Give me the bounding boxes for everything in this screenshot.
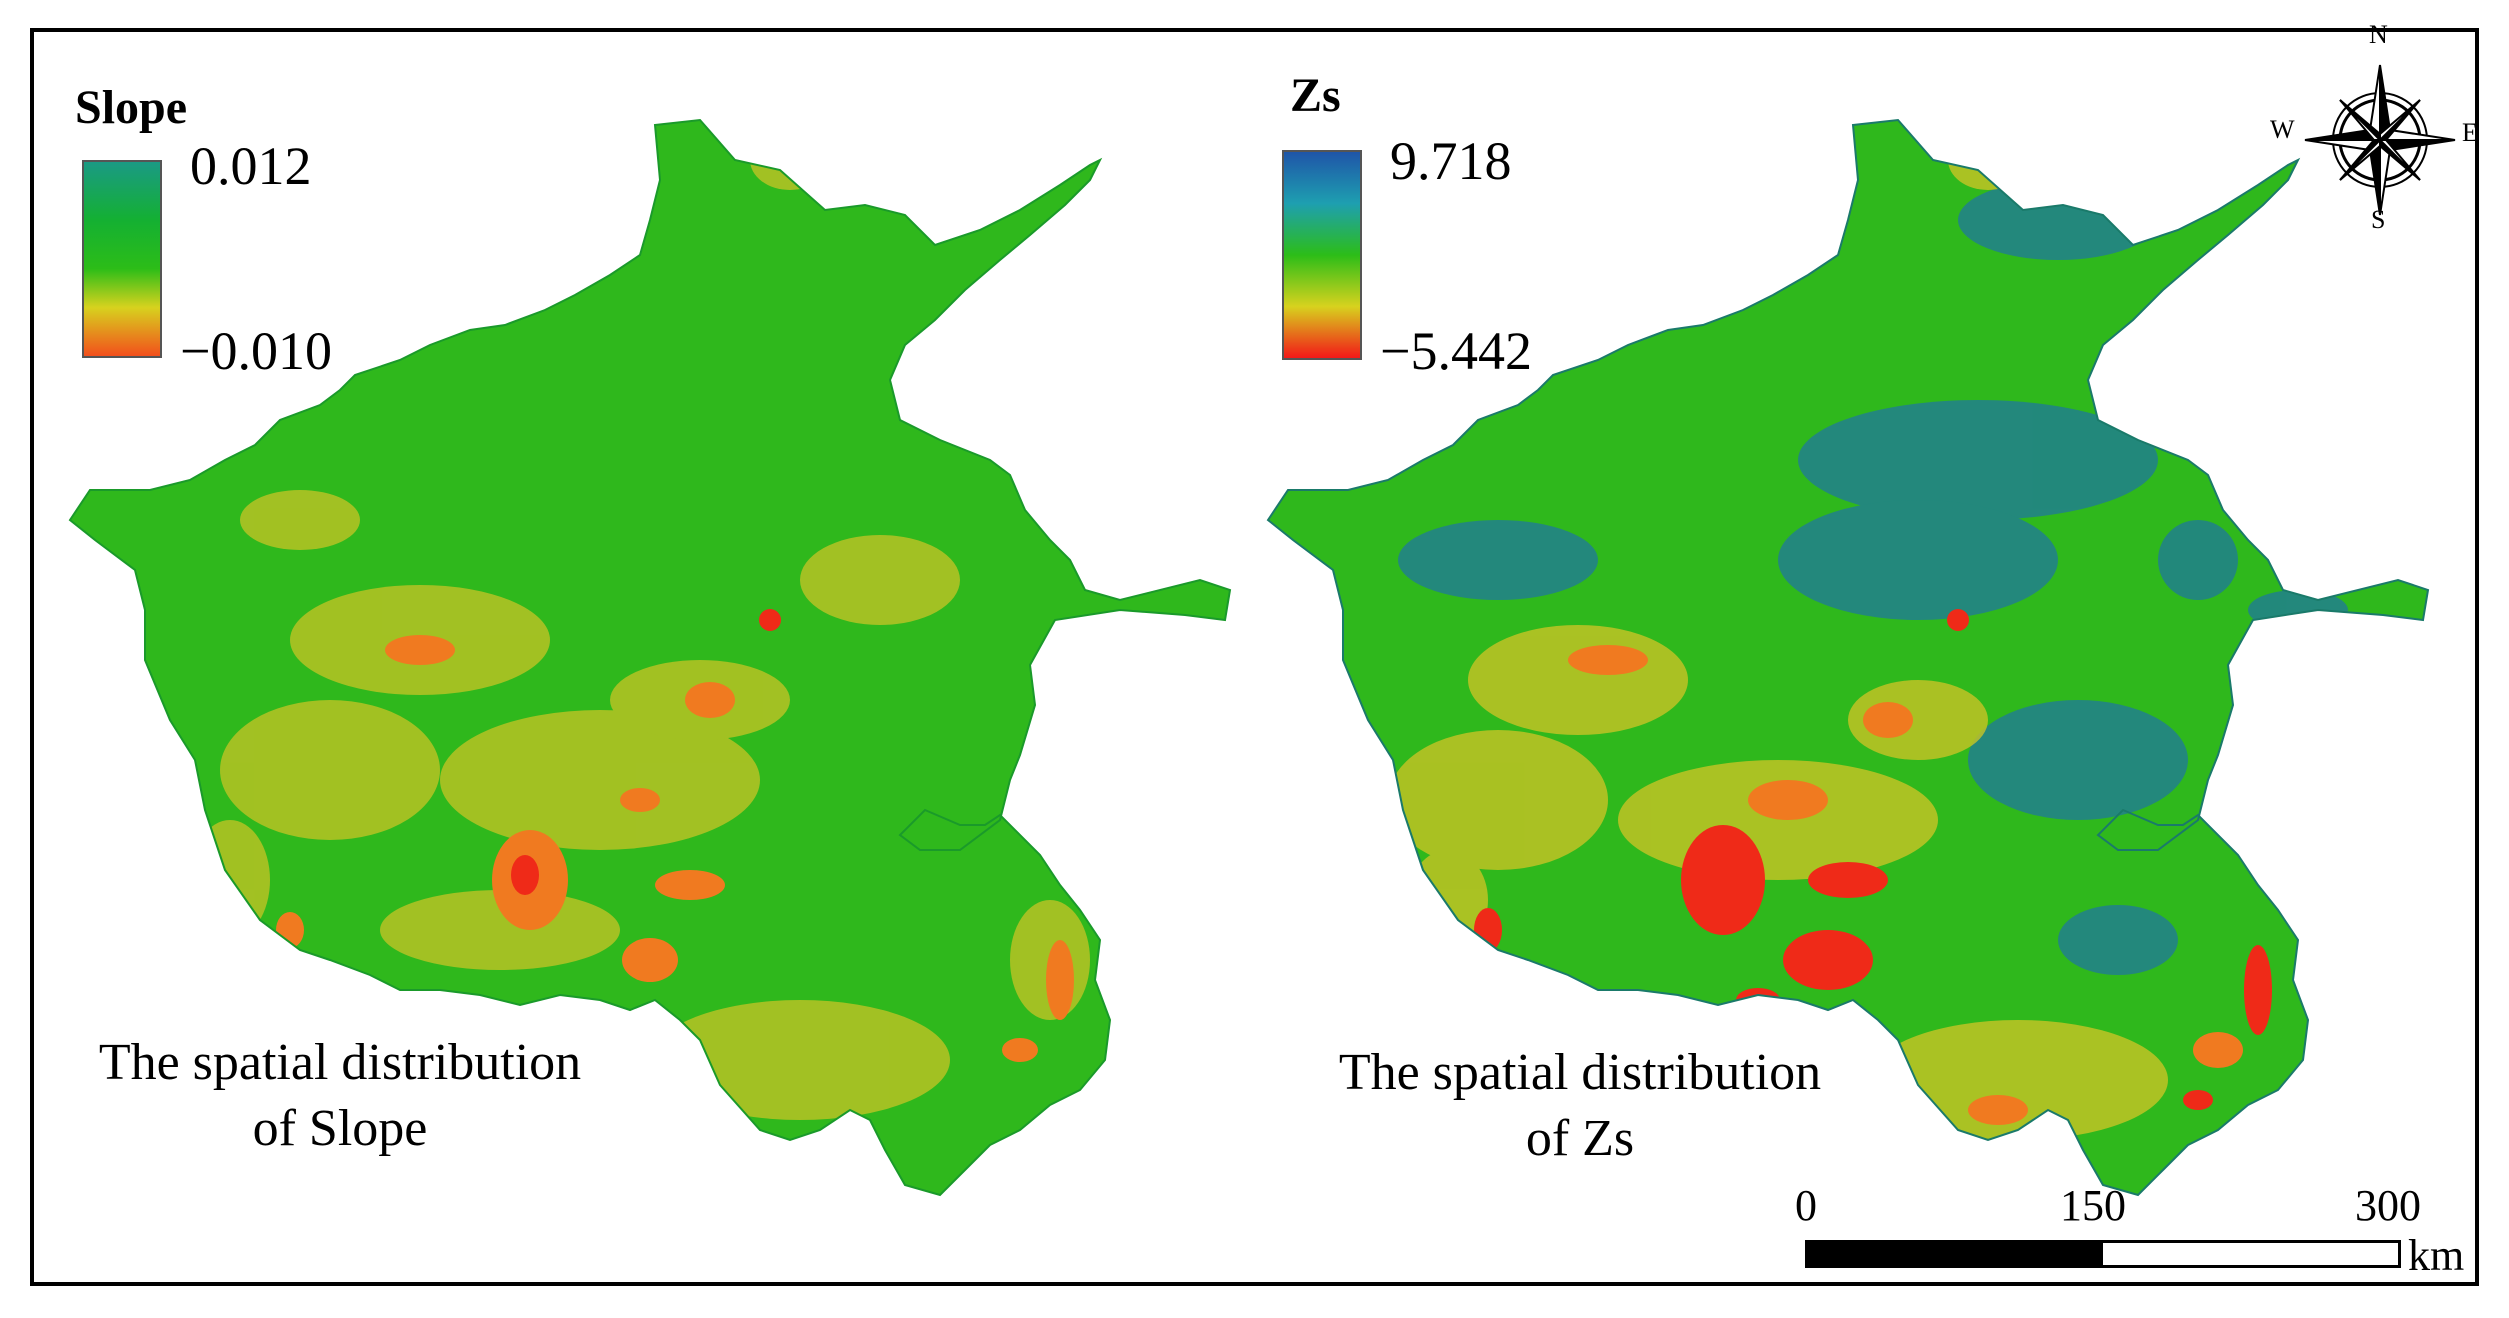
slope-caption-line2: of Slope <box>252 1100 428 1157</box>
zs-caption-line1: The spatial distribution <box>1338 1044 1822 1101</box>
compass-rose-icon <box>2304 64 2456 216</box>
compass-south-label: S <box>2371 205 2386 234</box>
zs-blue-patches <box>1398 180 2348 975</box>
slope-map <box>69 119 1231 1196</box>
scale-tick-150: 150 <box>2060 1181 2126 1230</box>
compass-north-label: N <box>2369 20 2388 49</box>
slope-legend-colorbar <box>82 160 162 358</box>
scale-tick-300: 300 <box>2355 1181 2421 1230</box>
compass-east-label: E <box>2462 118 2478 147</box>
slope-caption: The spatial distribution of Slope <box>80 1030 600 1162</box>
zs-legend-colorbar <box>1282 150 1362 360</box>
zs-orange-patches <box>1568 645 2243 1125</box>
slope-caption-line1: The spatial distribution <box>98 1034 582 1091</box>
map-frame <box>30 28 2479 1286</box>
scale-bar-white-segment <box>2103 1243 2398 1265</box>
zs-legend-title: Zs <box>1290 69 1341 122</box>
slope-legend-min: −0.010 <box>180 321 332 381</box>
slope-red-patches <box>511 609 781 895</box>
scale-unit: km <box>2408 1231 2465 1280</box>
scale-tick-0: 0 <box>1795 1181 1817 1230</box>
zs-map <box>1267 119 2429 1196</box>
slope-legend-title: Slope <box>75 81 188 134</box>
compass-west-label: W <box>2270 115 2295 144</box>
zs-caption: The spatial distribution of Zs <box>1290 1040 1870 1172</box>
scale-bar-black-segment <box>1808 1243 2103 1265</box>
zs-legend-min: −5.442 <box>1380 321 1532 381</box>
scale-bar <box>1805 1240 2401 1268</box>
slope-legend-max: 0.012 <box>190 136 312 196</box>
zs-caption-line2: of Zs <box>1525 1110 1635 1167</box>
zs-legend-max: 9.718 <box>1390 131 1512 191</box>
